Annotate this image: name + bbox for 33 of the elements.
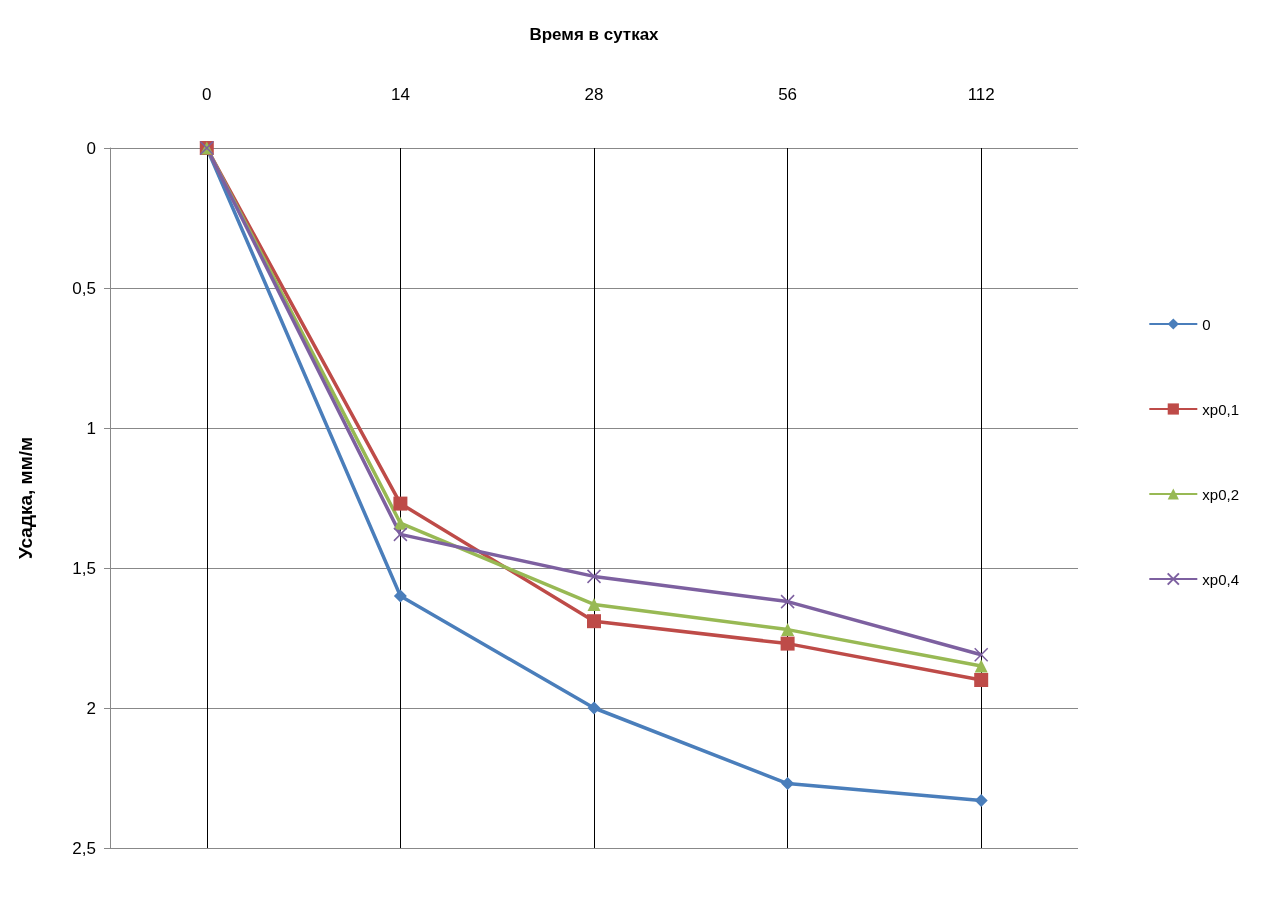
point	[393, 516, 407, 530]
x-tick-label: 28	[584, 85, 604, 104]
point	[780, 636, 795, 651]
y-tick-label: 1,5	[72, 558, 96, 578]
point	[780, 594, 795, 609]
x-axis-title: Время в сутках	[529, 25, 660, 44]
point	[587, 701, 601, 715]
y-tick-label: 2	[86, 698, 96, 718]
point	[393, 527, 408, 542]
y-axis-title: Усадка, мм/м	[15, 436, 36, 560]
x-tick-label: 0	[202, 85, 212, 104]
point	[973, 647, 989, 663]
legend-label: 0	[1202, 315, 1211, 333]
y-tick-label: 0,5	[72, 278, 96, 298]
y-tick-label: 2,5	[72, 838, 96, 858]
point	[587, 614, 601, 629]
x-tick-label: 14	[390, 85, 410, 104]
point	[974, 793, 988, 807]
y-tick-label: 1	[86, 418, 96, 438]
legend-label: xp0,1	[1202, 400, 1240, 418]
point	[393, 496, 408, 511]
point	[974, 673, 989, 687]
point	[587, 597, 601, 611]
legend-label: xp0,2	[1202, 485, 1240, 503]
point	[393, 589, 407, 603]
y-tick-label: 0	[86, 138, 96, 158]
point	[781, 777, 795, 791]
point	[974, 659, 988, 673]
x-tick-label: 56	[778, 85, 798, 104]
point	[781, 623, 795, 637]
x-tick-label: 112	[967, 85, 995, 104]
point	[586, 569, 602, 584]
legend-label: xp0,4	[1202, 570, 1240, 588]
